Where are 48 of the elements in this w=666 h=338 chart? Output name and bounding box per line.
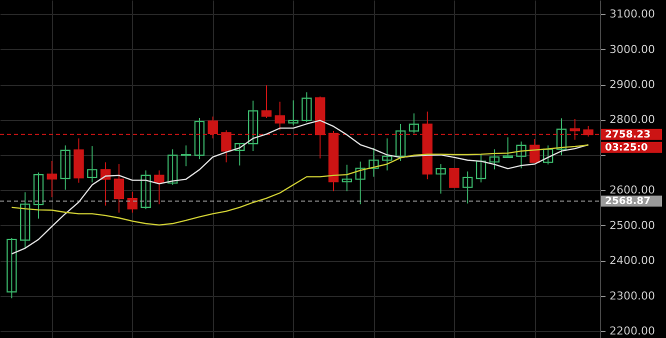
candlestick [542,144,554,165]
candlestick [194,117,205,160]
y-tick-label: 3100.00 [610,8,655,21]
y-tick-label: 2900.00 [610,78,655,91]
candlestick [127,191,138,214]
candlestick [382,138,392,171]
candlestick [261,84,272,118]
candlestick [530,138,540,164]
ref-line-label: 2568.87 [605,196,651,208]
y-tick-label: 2400.00 [610,254,655,268]
candlestick [355,161,366,205]
candlestick [180,144,192,167]
candlestick [476,154,486,183]
candlestick [516,141,526,169]
candlestick [462,170,473,204]
candlestick [556,118,567,156]
candlestick [436,164,446,194]
y-tick-label: 2800.00 [610,113,655,126]
ref-line-label: 2758.23 [605,129,651,140]
candlestick [20,192,30,250]
candlestick [154,170,164,205]
y-tick-label: 2300.00 [610,289,655,302]
candlestick [489,148,500,170]
candlestick [274,101,285,131]
line-series [11,120,589,254]
candlestick [288,100,298,126]
candlestick [60,144,70,190]
candlestick [33,172,44,220]
candlestick [408,112,420,134]
candlestick [248,100,258,152]
candlestick [140,170,151,210]
candlestick [168,148,178,186]
candlestick [342,164,352,192]
y-tick-label: 2500.00 [610,218,655,232]
y-tick-label: 2600.00 [610,184,655,197]
candlestick [449,168,460,188]
candlestick [6,238,17,299]
y-tick-label: 3000.00 [610,42,655,56]
candlestick [395,123,406,162]
candlestick [114,164,124,214]
candlestick [234,142,245,166]
candlestick [87,146,98,183]
candlestick [368,147,379,178]
candlestick [46,160,58,198]
candlestick [502,136,513,158]
text: 03:25:0 [605,142,648,154]
candlestick [302,92,312,123]
y-tick-label: 2200.00 [610,324,655,338]
